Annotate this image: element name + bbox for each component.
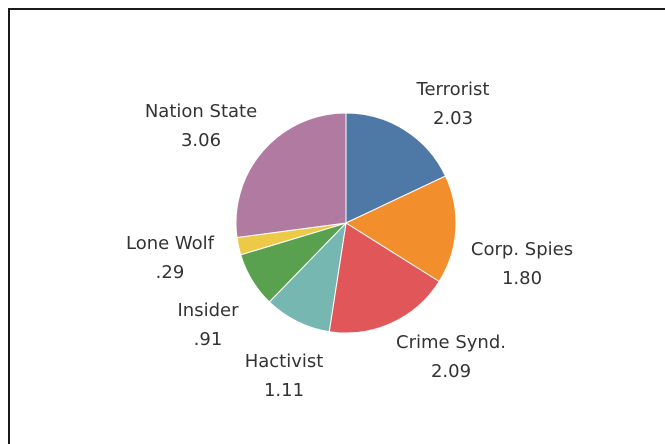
label-corp-spies-value: 1.80 [501, 268, 543, 289]
label-lone-wolf-value: .29 [155, 262, 185, 283]
label-nation-state-name: Nation State [144, 101, 258, 122]
label-crime-synd-name: Crime Synd. [396, 332, 506, 353]
label-terrorist-value: 2.03 [432, 108, 474, 129]
pie-slice-crime-synd [328, 222, 440, 334]
pie-slice-corp-spies [344, 175, 457, 283]
pie-slice-nation-state [235, 112, 347, 239]
label-insider: Insider .91 [178, 296, 239, 354]
label-lone-wolf: Lone Wolf .29 [126, 229, 214, 287]
pie-chart [235, 112, 457, 334]
label-hactivist: Hactivist 1.11 [245, 347, 324, 405]
label-corp-spies: Corp. Spies 1.80 [471, 235, 573, 293]
pie-slice-terrorist [345, 112, 447, 224]
chart-frame: Terrorist 2.03 Corp. Spies 1.80 Crime Sy… [8, 8, 665, 444]
label-insider-name: Insider [177, 300, 239, 321]
label-hactivist-name: Hactivist [244, 351, 324, 372]
label-crime-synd-value: 2.09 [430, 361, 472, 382]
label-hactivist-value: 1.11 [263, 380, 305, 401]
label-nation-state-value: 3.06 [180, 130, 222, 151]
label-crime-synd: Crime Synd. 2.09 [396, 328, 506, 386]
label-lone-wolf-name: Lone Wolf [125, 233, 215, 254]
label-terrorist: Terrorist 2.03 [417, 75, 490, 133]
label-nation-state: Nation State 3.06 [145, 97, 257, 155]
label-corp-spies-name: Corp. Spies [470, 239, 574, 260]
label-insider-value: .91 [193, 329, 223, 350]
label-terrorist-name: Terrorist [416, 79, 490, 100]
